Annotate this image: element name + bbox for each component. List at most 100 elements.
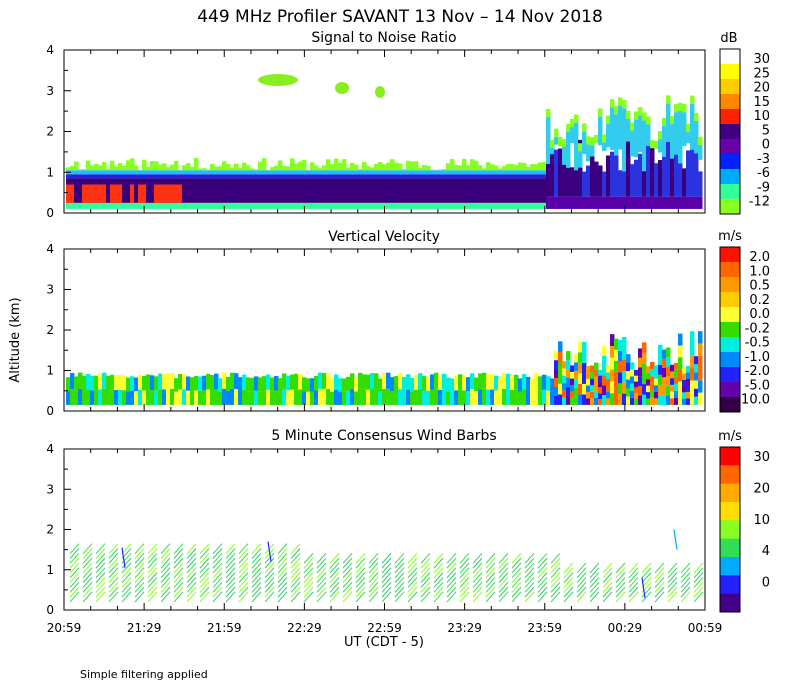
wind-barb: [69, 552, 80, 564]
snr-data-cell: [98, 174, 103, 179]
vv-data-cell: [662, 349, 667, 359]
snr-data-cell: [106, 178, 111, 203]
wind-barb: [446, 562, 457, 574]
snr-data-cell: [294, 170, 299, 175]
wind-barb: [394, 586, 405, 598]
vv-data-cell: [94, 390, 99, 405]
snr-data-cell: [342, 159, 347, 171]
wind-barb: [394, 572, 405, 583]
wind-barb: [173, 591, 184, 603]
snr-data-cell: [338, 178, 343, 203]
snr-data-cell: [274, 178, 279, 203]
wind-barb: [394, 552, 405, 564]
wind-barb: [407, 562, 418, 574]
snr-data-cell: [582, 196, 587, 209]
wind-colorbar-swatch: [720, 538, 740, 558]
vv-data-cell: [126, 377, 131, 392]
snr-data-cell: [562, 140, 567, 197]
snr-data-cell: [366, 202, 371, 209]
snr-data-cell: [214, 202, 219, 209]
snr-data-cell-hot: [130, 184, 135, 203]
snr-data-cell: [282, 166, 287, 171]
vv-data-cell: [686, 391, 691, 399]
snr-data-cell: [458, 174, 463, 179]
snr-data-cell: [390, 174, 395, 179]
snr-data-cell: [198, 168, 203, 171]
wind-barb: [420, 586, 431, 598]
vv-data-cell: [634, 387, 639, 394]
snr-data-cell-hot: [114, 184, 119, 203]
snr-data-cell: [602, 171, 607, 197]
snr-data-cell: [686, 150, 691, 197]
snr-colorbar-swatch: [720, 109, 740, 125]
snr-data-cell: [486, 174, 491, 179]
snr-data-cell: [338, 162, 343, 171]
snr-data-cell: [334, 202, 339, 209]
vv-data-cell: [490, 374, 495, 390]
wind-barb: [134, 586, 145, 598]
snr-data-cell: [266, 178, 271, 203]
snr-data-cell: [114, 170, 119, 175]
vv-data-cell: [670, 364, 675, 372]
snr-data-cell: [514, 178, 519, 203]
vv-data-cell: [110, 389, 115, 405]
vv-data-cell: [550, 378, 555, 392]
snr-data-cell: [602, 134, 607, 143]
snr-data-cell: [418, 178, 423, 203]
snr-data-cell: [554, 196, 559, 209]
snr-data-cell: [466, 170, 471, 175]
snr-data-cell: [482, 168, 487, 171]
wind-barb: [420, 557, 431, 569]
wind-barb: [186, 552, 197, 564]
snr-data-cell: [138, 170, 143, 175]
vv-data-cell: [674, 376, 679, 384]
vv-data-cell: [586, 385, 591, 392]
vv-data-cell: [130, 390, 135, 405]
vv-data-cell: [314, 390, 319, 405]
snr-data-cell: [70, 165, 75, 171]
wind-barb: [680, 586, 691, 598]
wind-barb: [251, 572, 262, 583]
wind-barb: [225, 591, 236, 603]
vv-data-cell: [130, 376, 135, 391]
vv-data-cell: [402, 390, 407, 405]
snr-data-cell: [278, 174, 283, 179]
vv-data-cell: [174, 378, 179, 392]
snr-colorbar-tick: -3: [757, 152, 770, 167]
vv-data-cell: [638, 348, 643, 358]
snr-data-cell: [506, 178, 511, 203]
wind-barb: [342, 572, 353, 583]
wind-barb: [316, 591, 327, 603]
snr-data-cell: [102, 174, 107, 179]
wind-barb: [420, 591, 431, 603]
wind-barb: [355, 586, 366, 598]
wind-xtick-label: 22:59: [367, 621, 402, 635]
vv-colorbar-tick: 0.2: [749, 293, 770, 308]
snr-data-cell: [194, 170, 199, 175]
snr-data-cell: [322, 165, 327, 171]
wind-xtick-label: 20:59: [47, 621, 82, 635]
vv-data-cell: [110, 374, 115, 390]
snr-data-cell: [562, 147, 567, 165]
vv-data-cell: [362, 374, 367, 390]
vv-data-cell: [678, 393, 683, 405]
snr-data-cell: [294, 178, 299, 203]
snr-data-cell: [630, 164, 635, 197]
vv-data-cell: [346, 390, 351, 405]
vv-data-cell: [302, 377, 307, 392]
snr-data-cell: [130, 202, 135, 209]
snr-data-cell: [302, 178, 307, 203]
vv-data-cell: [510, 374, 515, 390]
snr-data-cell: [114, 174, 119, 179]
vv-data-cell: [634, 399, 639, 405]
snr-data-cell: [622, 196, 627, 209]
snr-data: [66, 74, 703, 209]
vv-data-cell: [694, 372, 699, 381]
wind-barb: [303, 577, 314, 588]
wind-barb: [628, 567, 639, 579]
wind-barb-strong: [641, 577, 646, 599]
snr-data-cell: [318, 170, 323, 175]
snr-data-cell: [334, 174, 339, 179]
vv-data-cell: [654, 398, 659, 405]
vv-data-cell: [242, 374, 247, 390]
